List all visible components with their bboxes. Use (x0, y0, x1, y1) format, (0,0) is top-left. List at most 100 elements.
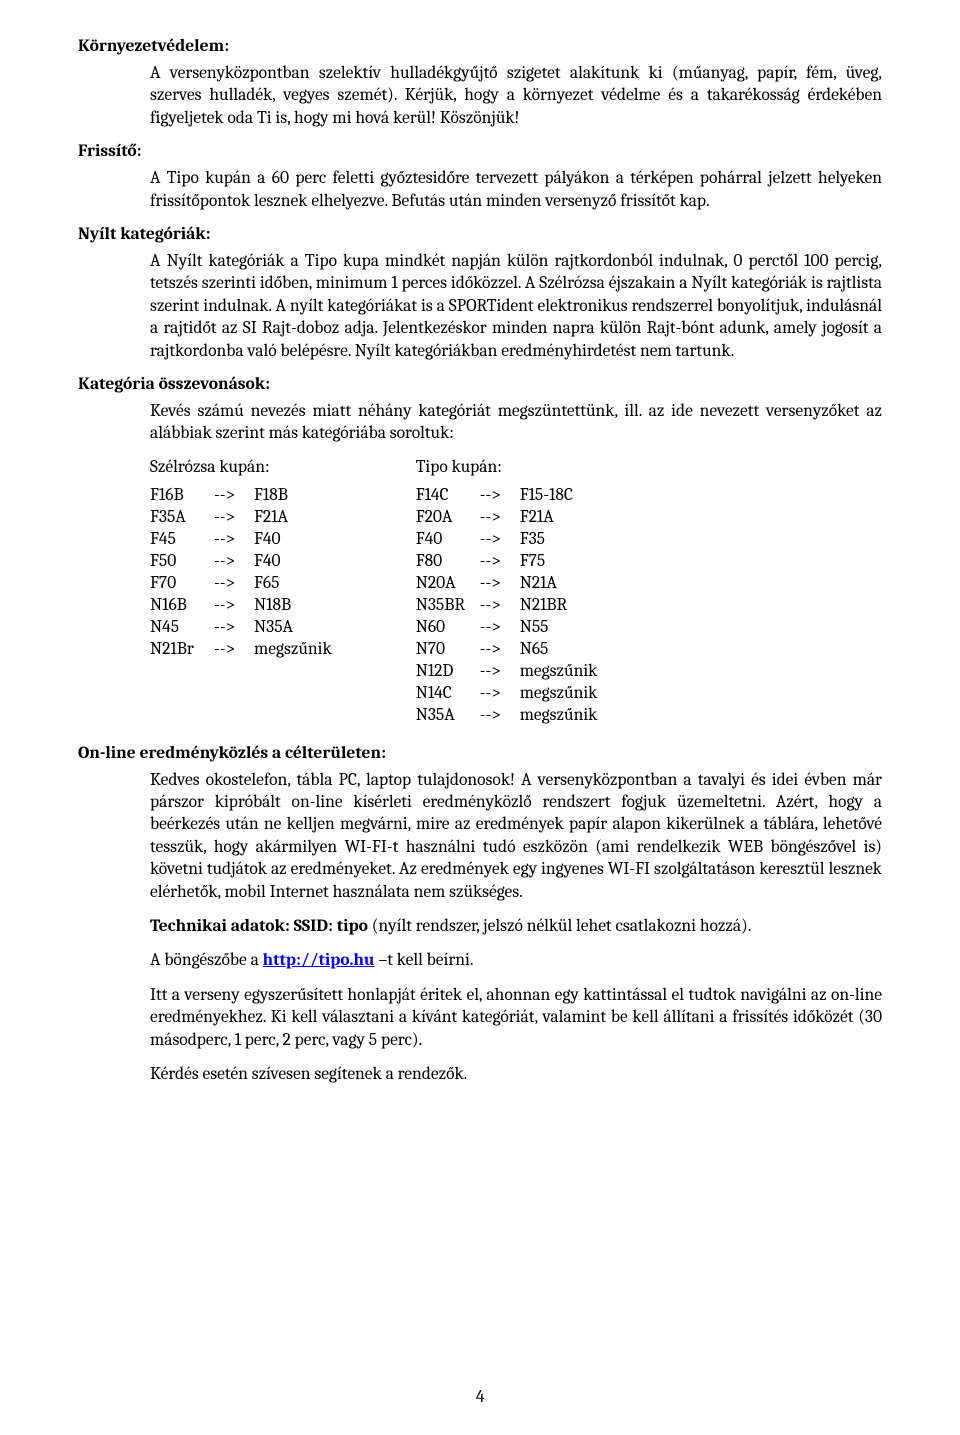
merge-row: F50-->F40 (150, 551, 338, 573)
merge-to: F21A (254, 507, 338, 529)
merge-from: N70 (416, 639, 480, 661)
section-body-open: A Nyílt kategóriák a Tipo kupa mindkét n… (150, 250, 882, 362)
merge-left-group: Szélrózsa kupán: F16B-->F18BF35A-->F21AF… (150, 457, 338, 727)
online-p2: Technikai adatok: SSID: tipo (nyílt rend… (150, 915, 882, 937)
merge-to: N65 (520, 639, 604, 661)
online-p3-tail: –t kell beírni. (375, 950, 474, 970)
merge-row: F16B-->F18B (150, 485, 338, 507)
arrow-icon: --> (480, 661, 520, 683)
merge-from: N21Br (150, 639, 214, 661)
merge-from: N12D (416, 661, 480, 683)
merge-from: F20A (416, 507, 480, 529)
section-heading-merge: Kategória összevonások: (78, 374, 882, 394)
arrow-icon: --> (480, 573, 520, 595)
arrow-icon: --> (480, 595, 520, 617)
merge-row: N21Br-->megszűnik (150, 639, 338, 661)
arrow-icon: --> (214, 595, 254, 617)
online-p4: Itt a verseny egyszerűsített honlapját é… (150, 984, 882, 1051)
arrow-icon: --> (214, 551, 254, 573)
merge-to: F40 (254, 551, 338, 573)
merge-from: F40 (416, 529, 480, 551)
section-body-refresh: A Tipo kupán a 60 perc feletti győztesid… (150, 167, 882, 212)
merge-from: N16B (150, 595, 214, 617)
merge-row: N60-->N55 (416, 617, 604, 639)
online-p5: Kérdés esetén szívesen segítenek a rende… (150, 1063, 882, 1085)
arrow-icon: --> (214, 573, 254, 595)
section-heading-environment: Környezetvédelem: (78, 36, 882, 56)
section-heading-open: Nyílt kategóriák: (78, 224, 882, 244)
arrow-icon: --> (214, 485, 254, 507)
merge-from: N14C (416, 683, 480, 705)
merge-from: N35BR (416, 595, 480, 617)
merge-row: N14C-->megszűnik (416, 683, 604, 705)
merge-to: N18B (254, 595, 338, 617)
arrow-icon: --> (480, 683, 520, 705)
merge-row: N12D-->megszűnik (416, 661, 604, 683)
online-p2-lead: Technikai adatok: SSID: tipo (150, 916, 368, 936)
merge-to: F21A (520, 507, 604, 529)
arrow-icon: --> (214, 639, 254, 661)
section-body-environment: A versenyközpontban szelektív hulladékgy… (150, 62, 882, 129)
online-p1: Kedves okostelefon, tábla PC, laptop tul… (150, 769, 882, 903)
merge-to: F75 (520, 551, 604, 573)
arrow-icon: --> (214, 617, 254, 639)
merge-to: F15-18C (520, 485, 604, 507)
merge-to: megszűnik (520, 705, 604, 727)
section-heading-online: On-line eredményközlés a célterületen: (78, 743, 882, 763)
document-page: Környezetvédelem: A versenyközpontban sz… (0, 0, 960, 1435)
arrow-icon: --> (480, 485, 520, 507)
merge-to: megszűnik (520, 661, 604, 683)
arrow-icon: --> (480, 617, 520, 639)
merge-from: F80 (416, 551, 480, 573)
merge-row: N35A-->megszűnik (416, 705, 604, 727)
arrow-icon: --> (214, 529, 254, 551)
page-number: 4 (0, 1387, 960, 1407)
merge-from: N60 (416, 617, 480, 639)
section-heading-refresh: Frissítő: (78, 141, 882, 161)
merge-row: N45-->N35A (150, 617, 338, 639)
merge-to: F35 (520, 529, 604, 551)
online-p2-rest: (nyílt rendszer, jelszó nélkül lehet csa… (368, 916, 752, 936)
merge-to: N21BR (520, 595, 604, 617)
merge-row: F70-->F65 (150, 573, 338, 595)
merge-to: F18B (254, 485, 338, 507)
merge-from: F16B (150, 485, 214, 507)
arrow-icon: --> (480, 705, 520, 727)
merge-row: N20A-->N21A (416, 573, 604, 595)
online-p3: A böngészőbe a http://tipo.hu –t kell be… (150, 949, 882, 971)
merge-to: megszűnik (520, 683, 604, 705)
merge-row: N35BR-->N21BR (416, 595, 604, 617)
merge-from: N20A (416, 573, 480, 595)
arrow-icon: --> (214, 507, 254, 529)
merge-row: F14C-->F15-18C (416, 485, 604, 507)
merge-right-table: F14C-->F15-18CF20A-->F21AF40-->F35F80-->… (416, 485, 604, 727)
merge-from: F14C (416, 485, 480, 507)
merge-left-table: F16B-->F18BF35A-->F21AF45-->F40F50-->F40… (150, 485, 338, 661)
merge-right-header: Tipo kupán: (416, 457, 604, 477)
merge-row: F40-->F35 (416, 529, 604, 551)
merge-from: F50 (150, 551, 214, 573)
merge-right-group: Tipo kupán: F14C-->F15-18CF20A-->F21AF40… (416, 457, 604, 727)
tipo-link[interactable]: http://tipo.hu (263, 950, 375, 970)
merge-from: F45 (150, 529, 214, 551)
merge-from: N45 (150, 617, 214, 639)
merge-from: F35A (150, 507, 214, 529)
arrow-icon: --> (480, 639, 520, 661)
merge-to: megszűnik (254, 639, 338, 661)
merge-to: N35A (254, 617, 338, 639)
merge-from: N35A (416, 705, 480, 727)
merge-row: F45-->F40 (150, 529, 338, 551)
merge-row: F80-->F75 (416, 551, 604, 573)
arrow-icon: --> (480, 529, 520, 551)
arrow-icon: --> (480, 551, 520, 573)
merge-row: F35A-->F21A (150, 507, 338, 529)
merge-row: N70-->N65 (416, 639, 604, 661)
online-p3-lead: A böngészőbe a (150, 950, 263, 970)
merge-to: N21A (520, 573, 604, 595)
merge-left-header: Szélrózsa kupán: (150, 457, 338, 477)
section-merge-intro: Kevés számú nevezés miatt néhány kategór… (150, 400, 882, 445)
merge-from: F70 (150, 573, 214, 595)
merge-row: N16B-->N18B (150, 595, 338, 617)
merge-to: N55 (520, 617, 604, 639)
arrow-icon: --> (480, 507, 520, 529)
